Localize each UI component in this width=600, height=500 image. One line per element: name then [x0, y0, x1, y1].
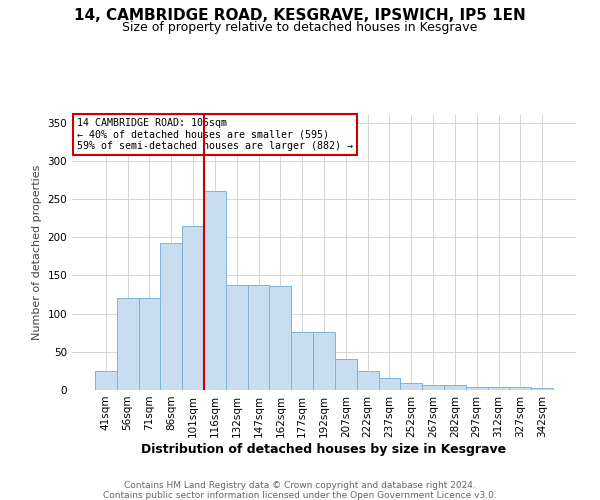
Text: Contains HM Land Registry data © Crown copyright and database right 2024.: Contains HM Land Registry data © Crown c… [124, 481, 476, 490]
Bar [204, 192, 226, 390]
Bar [269, 286, 291, 390]
Bar [182, 226, 204, 390]
Bar [379, 378, 400, 390]
Bar [117, 298, 139, 390]
Text: 14 CAMBRIDGE ROAD: 105sqm
← 40% of detached houses are smaller (595)
59% of semi: 14 CAMBRIDGE ROAD: 105sqm ← 40% of detac… [77, 118, 353, 151]
Bar [531, 388, 553, 390]
Y-axis label: Number of detached properties: Number of detached properties [32, 165, 42, 340]
Bar [400, 383, 422, 390]
Bar [444, 386, 466, 390]
Bar [488, 387, 509, 390]
Bar [291, 332, 313, 390]
Bar [139, 298, 160, 390]
Bar [160, 242, 182, 390]
Bar [357, 371, 379, 390]
Bar [95, 371, 117, 390]
Bar [226, 284, 248, 390]
Bar [466, 387, 488, 390]
Text: 14, CAMBRIDGE ROAD, KESGRAVE, IPSWICH, IP5 1EN: 14, CAMBRIDGE ROAD, KESGRAVE, IPSWICH, I… [74, 8, 526, 22]
Bar [509, 387, 531, 390]
Bar [248, 284, 269, 390]
Bar [335, 360, 357, 390]
Bar [422, 384, 444, 390]
Text: Size of property relative to detached houses in Kesgrave: Size of property relative to detached ho… [122, 21, 478, 34]
Text: Distribution of detached houses by size in Kesgrave: Distribution of detached houses by size … [142, 442, 506, 456]
Text: Contains public sector information licensed under the Open Government Licence v3: Contains public sector information licen… [103, 491, 497, 500]
Bar [313, 332, 335, 390]
